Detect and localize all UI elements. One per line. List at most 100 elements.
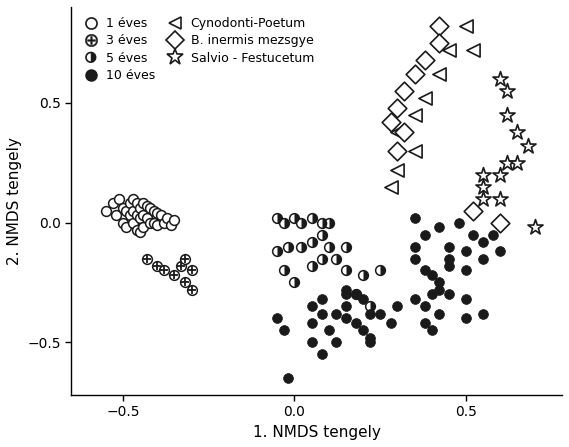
Point	[455, 219, 464, 226]
Point	[410, 255, 419, 262]
Point	[461, 315, 471, 322]
Point	[352, 320, 361, 327]
Point	[149, 219, 158, 226]
Point	[149, 207, 158, 214]
Point	[496, 248, 505, 255]
Point	[365, 334, 374, 341]
Point	[502, 111, 512, 118]
Point	[331, 310, 340, 317]
Point	[146, 219, 155, 226]
Point	[365, 339, 374, 346]
Point	[358, 295, 368, 303]
Point	[358, 327, 368, 334]
Point	[434, 279, 443, 286]
Point	[132, 200, 141, 207]
Point	[468, 207, 477, 214]
Point	[502, 159, 512, 166]
Point	[139, 212, 148, 219]
Point	[496, 171, 505, 178]
Point	[352, 291, 361, 298]
Legend: 1 éves, 3 éves, 5 éves, 10 éves, Cynodonti-Poetum, B. inermis mezsgye, Salvio - : 1 éves, 3 éves, 5 éves, 10 éves, Cynodon…	[77, 13, 318, 86]
Point	[118, 205, 127, 212]
Point	[479, 255, 488, 262]
Point	[479, 310, 488, 317]
Point	[420, 320, 430, 327]
Point	[427, 272, 436, 279]
Point	[376, 310, 385, 317]
Point	[273, 315, 282, 322]
Point	[386, 320, 395, 327]
Point	[112, 212, 121, 219]
Point	[170, 217, 179, 224]
Point	[420, 231, 430, 238]
Point	[479, 195, 488, 202]
Point	[410, 243, 419, 250]
Point	[496, 219, 505, 226]
Point	[101, 207, 110, 214]
Point	[129, 207, 138, 214]
Point	[461, 22, 471, 30]
Point	[444, 46, 453, 54]
Point	[125, 212, 134, 219]
Point	[513, 128, 522, 135]
Point	[125, 200, 134, 207]
Point	[122, 224, 131, 231]
Point	[152, 209, 162, 216]
Point	[135, 228, 145, 236]
Point	[393, 166, 402, 173]
Point	[307, 303, 316, 310]
Point	[283, 375, 292, 382]
Point	[427, 291, 436, 298]
Point	[386, 118, 395, 126]
Point	[434, 310, 443, 317]
Point	[386, 183, 395, 190]
Point	[444, 262, 453, 269]
Point	[393, 303, 402, 310]
Point	[115, 195, 124, 202]
Point	[331, 339, 340, 346]
Point	[341, 315, 351, 322]
Point	[318, 310, 327, 317]
Point	[410, 147, 419, 154]
Point	[410, 71, 419, 78]
Point	[365, 310, 374, 317]
Point	[461, 248, 471, 255]
Point	[496, 195, 505, 202]
Point	[129, 219, 138, 226]
Point	[393, 104, 402, 111]
Point	[468, 231, 477, 238]
Point	[434, 39, 443, 46]
Point	[129, 195, 138, 202]
Point	[318, 351, 327, 358]
Point	[468, 46, 477, 54]
Point	[341, 286, 351, 293]
Point	[341, 303, 351, 310]
Point	[420, 56, 430, 63]
Point	[502, 87, 512, 94]
Point	[444, 291, 453, 298]
Point	[513, 159, 522, 166]
Point	[410, 295, 419, 303]
Point	[434, 71, 443, 78]
Point	[496, 75, 505, 82]
Point	[152, 221, 162, 228]
Point	[166, 221, 175, 228]
Point	[479, 171, 488, 178]
Point	[434, 224, 443, 231]
Point	[399, 87, 409, 94]
Point	[444, 243, 453, 250]
Point	[523, 142, 532, 149]
Point	[139, 200, 148, 207]
Point	[135, 205, 145, 212]
Point	[410, 214, 419, 221]
Point	[132, 212, 141, 219]
Point	[434, 22, 443, 30]
Point	[434, 286, 443, 293]
Point	[479, 183, 488, 190]
Point	[324, 327, 333, 334]
Point	[393, 128, 402, 135]
Point	[146, 205, 155, 212]
Point	[132, 226, 141, 233]
Point	[118, 219, 127, 226]
Point	[307, 320, 316, 327]
